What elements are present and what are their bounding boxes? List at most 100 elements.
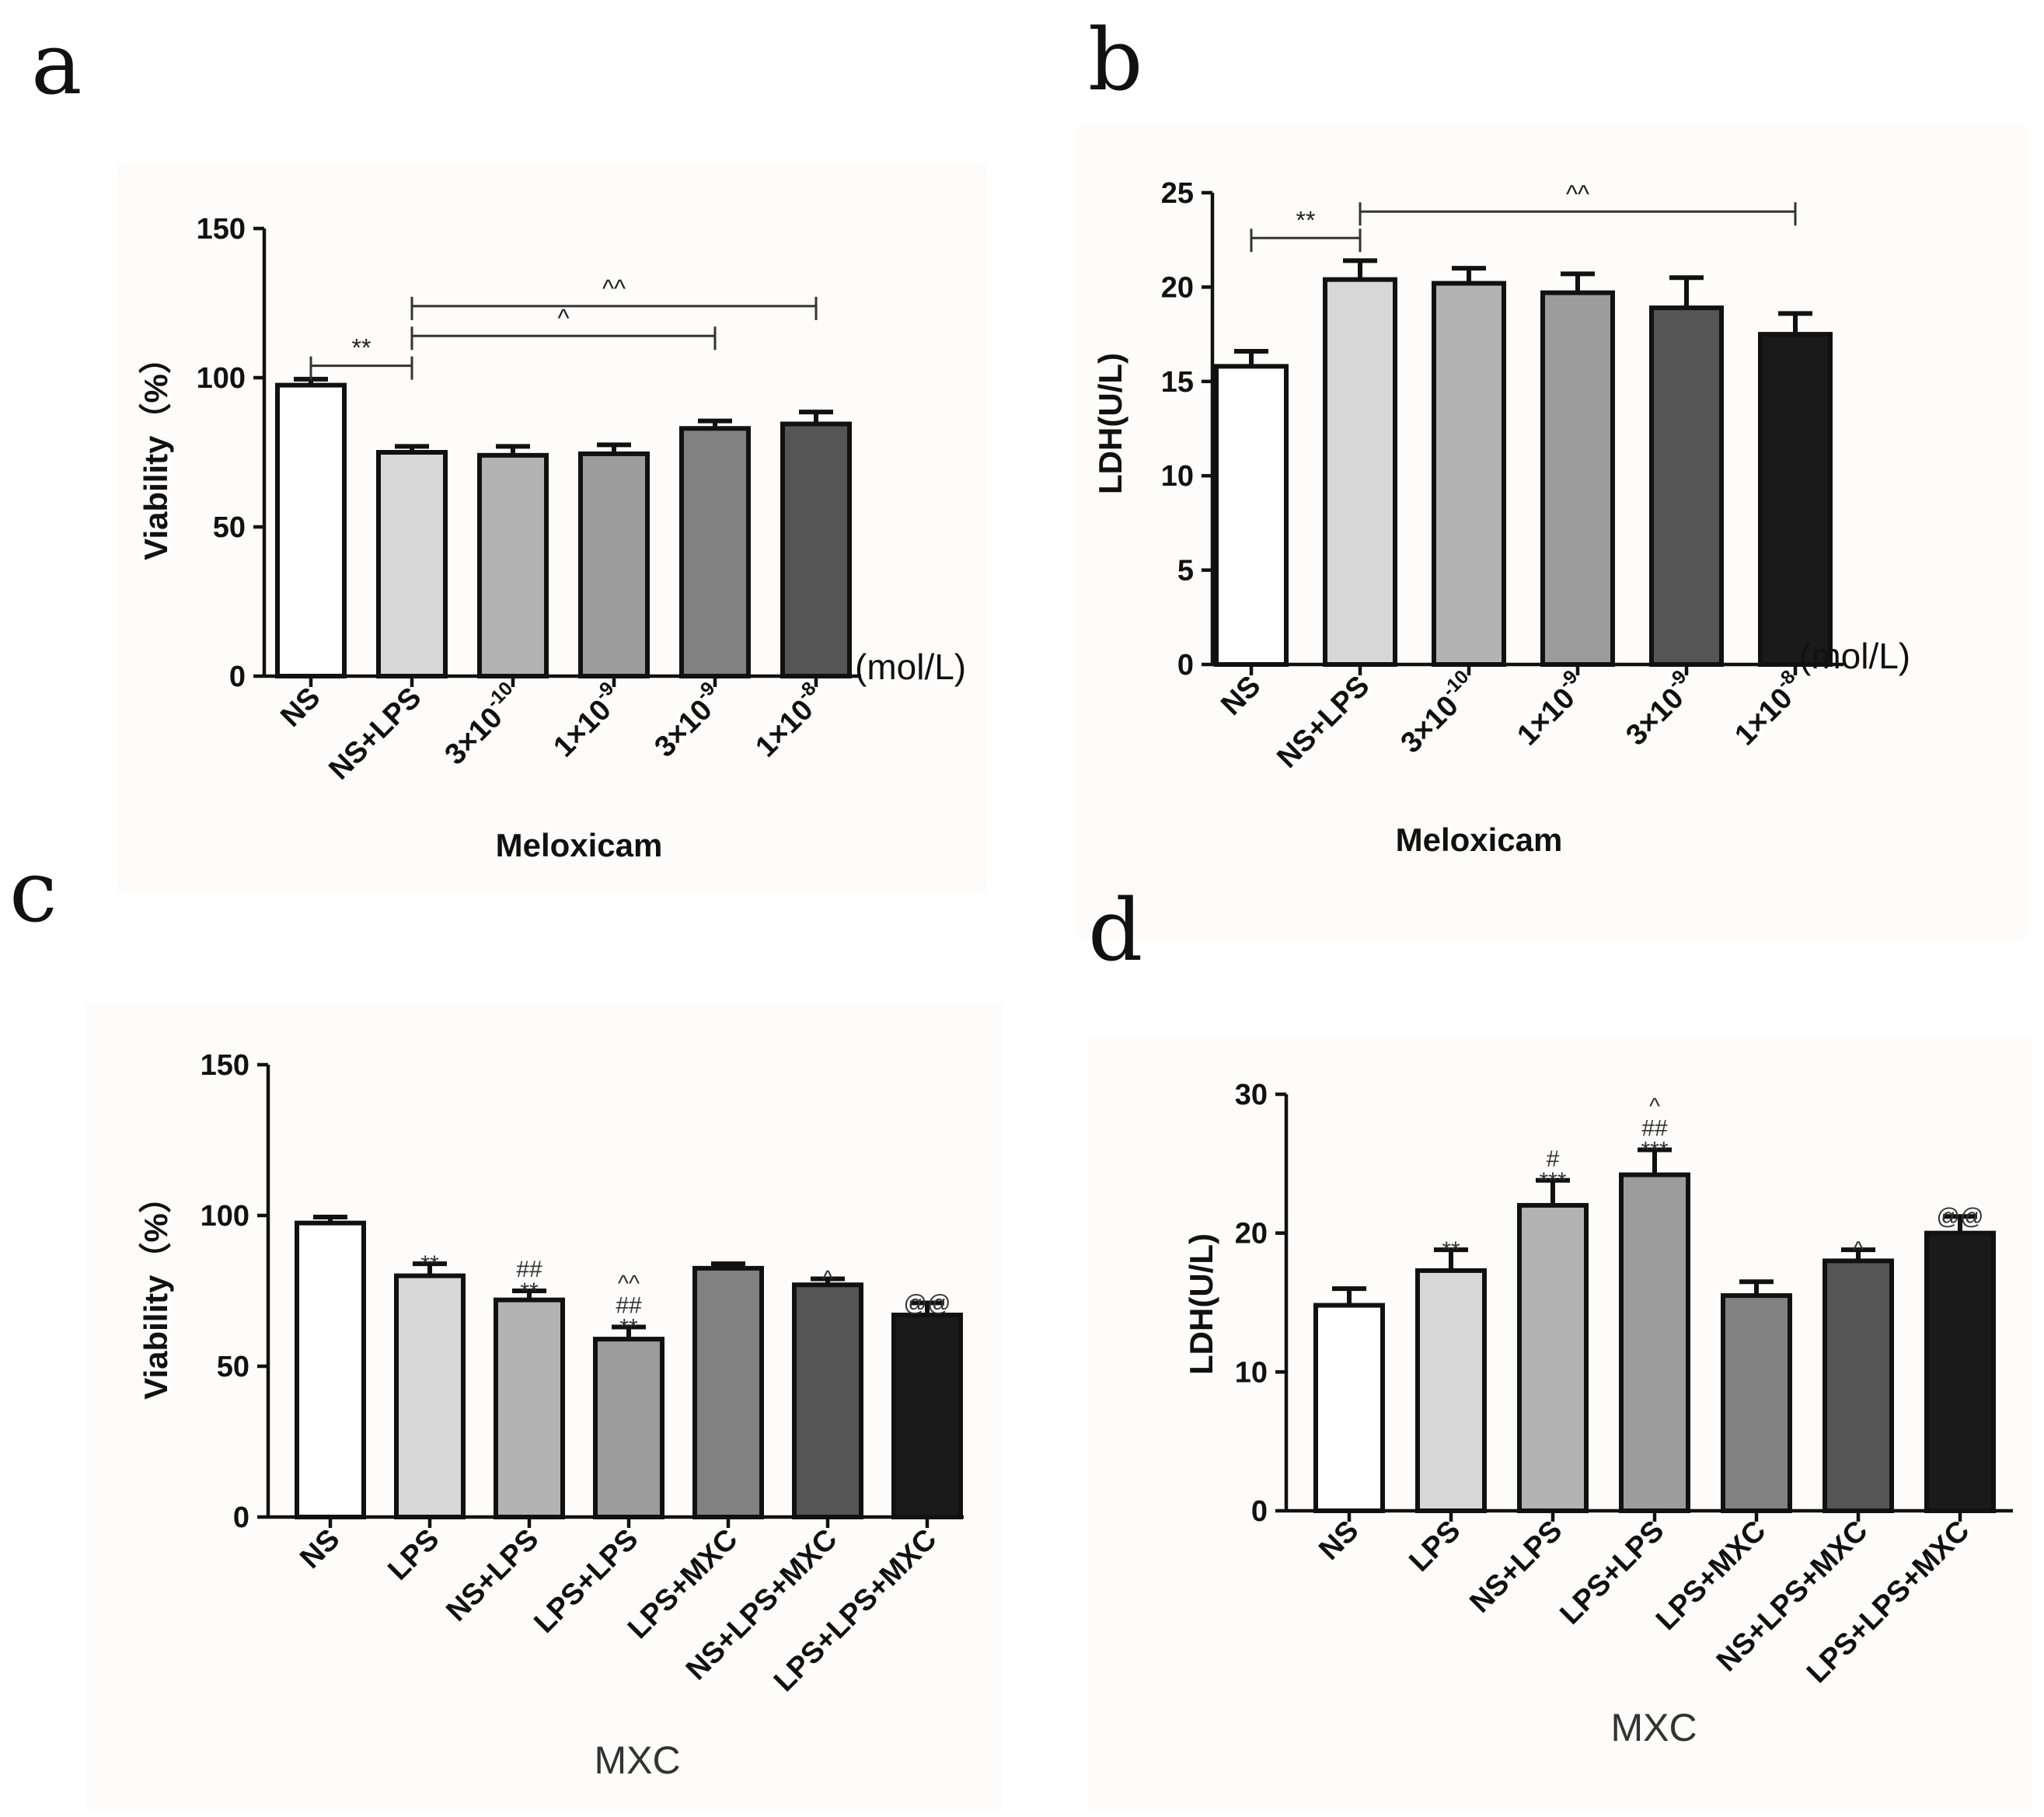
error-bar <box>799 410 833 424</box>
y-tick-label: 20 <box>1235 1218 1268 1250</box>
panel-letter-a: a <box>31 14 82 113</box>
y-tick-label: 100 <box>197 362 246 395</box>
error-bar <box>1841 1247 1875 1261</box>
significance-marker: # <box>1547 1146 1560 1172</box>
error-bar <box>612 1324 646 1340</box>
error-bar <box>698 418 732 429</box>
bar <box>1721 1293 1792 1513</box>
bar <box>295 1220 366 1519</box>
y-tick-label: 0 <box>1251 1495 1268 1528</box>
significance-marker: ^ <box>822 1266 833 1292</box>
error-bar <box>597 442 631 454</box>
y-tick-label: 0 <box>233 1501 249 1534</box>
bar <box>1214 364 1289 667</box>
y-axis-label: LDH(U/L) <box>1092 353 1128 494</box>
bar <box>692 1265 764 1520</box>
bar <box>1540 290 1615 667</box>
bar <box>1432 281 1506 667</box>
significance-bracket <box>1250 228 1362 253</box>
y-tick-label: 25 <box>1161 177 1194 210</box>
error-bar <box>1234 348 1268 367</box>
bar <box>494 1297 565 1519</box>
y-tick-label: 0 <box>229 661 246 693</box>
bar <box>477 452 549 679</box>
y-tick-label: 10 <box>1235 1356 1268 1389</box>
panel-letter-b: b <box>1088 10 1142 110</box>
bar <box>1313 1303 1385 1514</box>
bar <box>1517 1202 1589 1514</box>
significance-label: ^ <box>557 304 569 332</box>
significance-bracket <box>309 356 413 380</box>
y-tick-label: 15 <box>1161 366 1194 399</box>
x-axis-label: Meloxicam <box>1396 821 1563 858</box>
error-bar <box>1943 1214 1977 1233</box>
significance-marker: *** <box>1539 1168 1566 1194</box>
significance-label: ^^ <box>1566 180 1589 208</box>
significance-marker: ** <box>520 1278 539 1304</box>
panel-letter-d: d <box>1088 881 1142 980</box>
error-bar <box>413 1261 447 1276</box>
error-bar <box>1434 1247 1468 1271</box>
bar <box>578 451 650 678</box>
y-tick-label: 20 <box>1161 271 1194 304</box>
significance-bracket <box>410 296 818 320</box>
significance-label: ** <box>1296 206 1316 234</box>
significance-marker: ** <box>619 1315 638 1341</box>
error-bar <box>1536 1177 1570 1205</box>
bar <box>891 1313 963 1520</box>
x-axis-label: MXC <box>594 1739 680 1782</box>
bar <box>593 1337 664 1519</box>
significance-label: ** <box>352 334 371 362</box>
error-bar <box>910 1300 944 1316</box>
error-bar <box>811 1276 845 1285</box>
y-axis-label: Viability（%） <box>138 341 174 560</box>
significance-marker: ## <box>616 1293 642 1319</box>
y-tick-label: 10 <box>1161 460 1194 493</box>
bar <box>780 421 852 679</box>
error-bar <box>1739 1279 1774 1296</box>
panel-letter-c: c <box>9 842 58 941</box>
error-bar <box>1638 1147 1672 1175</box>
significance-marker: @@ <box>1937 1204 1984 1229</box>
y-axis-label: LDH(U/L) <box>1183 1233 1219 1375</box>
error-bar <box>1452 266 1486 284</box>
bar <box>679 426 751 679</box>
significance-marker: ^^ <box>618 1271 640 1297</box>
significance-label: ^^ <box>602 274 626 302</box>
bar <box>1619 1172 1690 1514</box>
significance-marker: ** <box>1442 1237 1460 1263</box>
bar <box>394 1273 466 1519</box>
unit-label: (mol/L) <box>1799 636 1910 676</box>
significance-marker: @@ <box>904 1291 951 1317</box>
significance-bracket <box>1359 202 1797 226</box>
significance-marker: ** <box>420 1251 439 1277</box>
error-bar <box>711 1261 745 1268</box>
error-bar <box>512 1289 546 1300</box>
bar <box>1924 1230 1996 1513</box>
bar <box>1649 305 1724 667</box>
significance-marker: *** <box>1641 1137 1668 1163</box>
y-axis-label: Viability（%） <box>138 1181 174 1400</box>
bar <box>376 450 448 678</box>
y-tick-label: 150 <box>201 1049 249 1082</box>
significance-marker: ## <box>1641 1115 1668 1141</box>
y-tick-label: 50 <box>213 511 246 544</box>
x-axis-label: Meloxicam <box>496 827 663 863</box>
bar <box>1415 1268 1487 1513</box>
bar <box>275 382 347 678</box>
error-bar <box>496 444 530 455</box>
significance-marker: ^ <box>1853 1237 1864 1263</box>
significance-marker: ## <box>516 1257 542 1282</box>
error-bar <box>1332 1286 1366 1306</box>
error-bar <box>1561 271 1595 293</box>
y-tick-label: 5 <box>1177 555 1194 588</box>
bar <box>1823 1258 1894 1514</box>
error-bar <box>1778 311 1812 335</box>
unit-label: (mol/L) <box>855 647 966 687</box>
significance-bracket <box>410 326 717 350</box>
panel-a-background <box>117 163 987 894</box>
error-bar <box>313 1214 347 1223</box>
y-tick-label: 100 <box>201 1200 249 1233</box>
